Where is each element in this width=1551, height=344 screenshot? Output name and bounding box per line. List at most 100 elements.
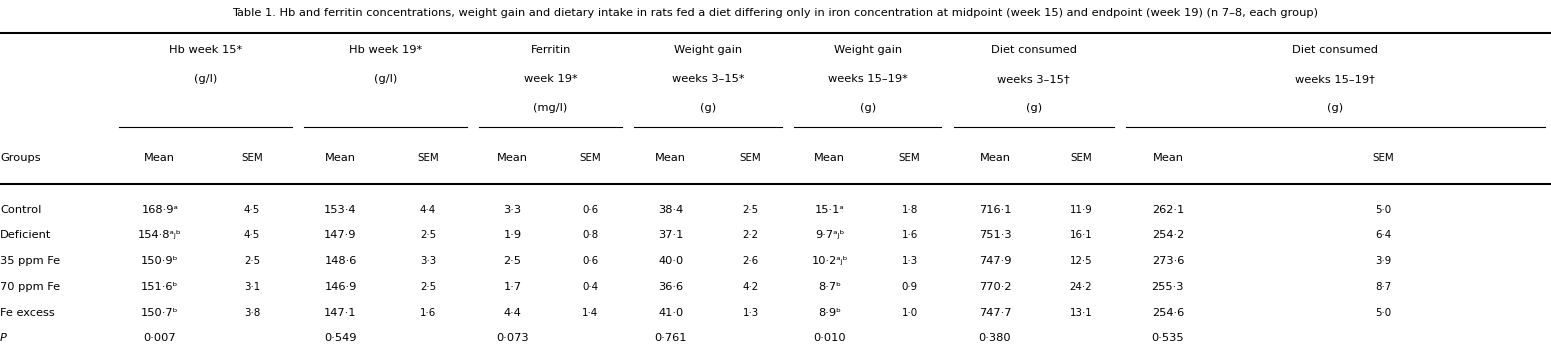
Text: 147·1: 147·1 [324, 308, 357, 318]
Text: SEM: SEM [1070, 153, 1092, 163]
Text: (g/l): (g/l) [194, 74, 217, 84]
Text: 2·6: 2·6 [743, 256, 758, 266]
Text: 2·5: 2·5 [504, 256, 521, 266]
Text: weeks 3–15†: weeks 3–15† [997, 74, 1070, 84]
Text: SEM: SEM [579, 153, 602, 163]
Text: 254·6: 254·6 [1152, 308, 1183, 318]
Text: 0·549: 0·549 [324, 333, 357, 343]
Text: 4·4: 4·4 [420, 205, 436, 215]
Text: 0·007: 0·007 [143, 333, 177, 343]
Text: 150·9ᵇ: 150·9ᵇ [141, 256, 178, 266]
Text: 10·2ᵃⱼᵇ: 10·2ᵃⱼᵇ [811, 256, 848, 266]
Text: (g): (g) [700, 103, 717, 113]
Text: 747·9: 747·9 [979, 256, 1011, 266]
Text: 1·9: 1·9 [504, 230, 521, 240]
Text: 12·5: 12·5 [1070, 256, 1092, 266]
Text: SEM: SEM [898, 153, 921, 163]
Text: Ferritin: Ferritin [530, 45, 571, 55]
Text: Table 1. Hb and ferritin concentrations, weight gain and dietary intake in rats : Table 1. Hb and ferritin concentrations,… [233, 8, 1318, 18]
Text: 41·0: 41·0 [658, 308, 684, 318]
Text: 37·1: 37·1 [658, 230, 684, 240]
Text: 8·9ᵇ: 8·9ᵇ [819, 308, 841, 318]
Text: 0·010: 0·010 [813, 333, 847, 343]
Text: Mean: Mean [326, 153, 355, 163]
Text: weeks 3–15*: weeks 3–15* [672, 74, 744, 84]
Text: 3·9: 3·9 [1376, 256, 1391, 266]
Text: Mean: Mean [814, 153, 845, 163]
Text: (g): (g) [1328, 103, 1343, 113]
Text: 4·5: 4·5 [244, 230, 261, 240]
Text: 1·0: 1·0 [901, 308, 918, 318]
Text: 2·5: 2·5 [420, 230, 436, 240]
Text: 151·6ᵇ: 151·6ᵇ [141, 282, 178, 292]
Text: 2·5: 2·5 [420, 282, 436, 292]
Text: 0·535: 0·535 [1151, 333, 1185, 343]
Text: 36·6: 36·6 [658, 282, 684, 292]
Text: 4·2: 4·2 [743, 282, 758, 292]
Text: 24·2: 24·2 [1070, 282, 1092, 292]
Text: 38·4: 38·4 [658, 205, 684, 215]
Text: 3·8: 3·8 [244, 308, 261, 318]
Text: 716·1: 716·1 [979, 205, 1011, 215]
Text: Weight gain: Weight gain [675, 45, 741, 55]
Text: 0·073: 0·073 [496, 333, 529, 343]
Text: 3·3: 3·3 [420, 256, 436, 266]
Text: 168·9ᵃ: 168·9ᵃ [141, 205, 178, 215]
Text: 148·6: 148·6 [324, 256, 357, 266]
Text: 70 ppm Fe: 70 ppm Fe [0, 282, 60, 292]
Text: 5·0: 5·0 [1376, 308, 1391, 318]
Text: P: P [0, 333, 6, 343]
Text: 40·0: 40·0 [658, 256, 684, 266]
Text: 0·761: 0·761 [655, 333, 687, 343]
Text: Mean: Mean [498, 153, 527, 163]
Text: Hb week 15*: Hb week 15* [169, 45, 242, 55]
Text: Diet consumed: Diet consumed [991, 45, 1076, 55]
Text: 5·0: 5·0 [1376, 205, 1391, 215]
Text: 3·3: 3·3 [504, 205, 521, 215]
Text: 0·8: 0·8 [582, 230, 599, 240]
Text: 1·3: 1·3 [743, 308, 758, 318]
Text: 1·7: 1·7 [504, 282, 521, 292]
Text: 154·8ᵃⱼᵇ: 154·8ᵃⱼᵇ [138, 230, 181, 240]
Text: 262·1: 262·1 [1152, 205, 1183, 215]
Text: 1·6: 1·6 [901, 230, 918, 240]
Text: 0·4: 0·4 [582, 282, 599, 292]
Text: Mean: Mean [980, 153, 1010, 163]
Text: 273·6: 273·6 [1152, 256, 1183, 266]
Text: Mean: Mean [144, 153, 175, 163]
Text: 9·7ᵃⱼᵇ: 9·7ᵃⱼᵇ [816, 230, 844, 240]
Text: 1·6: 1·6 [420, 308, 436, 318]
Text: 15·1ᵃ: 15·1ᵃ [814, 205, 845, 215]
Text: 255·3: 255·3 [1152, 282, 1183, 292]
Text: 0·9: 0·9 [901, 282, 918, 292]
Text: week 19*: week 19* [524, 74, 577, 84]
Text: Mean: Mean [656, 153, 686, 163]
Text: Mean: Mean [1152, 153, 1183, 163]
Text: 2·5: 2·5 [244, 256, 261, 266]
Text: SEM: SEM [240, 153, 264, 163]
Text: 254·2: 254·2 [1152, 230, 1183, 240]
Text: 147·9: 147·9 [324, 230, 357, 240]
Text: Groups: Groups [0, 153, 40, 163]
Text: 8·7: 8·7 [1376, 282, 1391, 292]
Text: 35 ppm Fe: 35 ppm Fe [0, 256, 60, 266]
Text: 150·7ᵇ: 150·7ᵇ [141, 308, 178, 318]
Text: 4·4: 4·4 [504, 308, 521, 318]
Text: 1·4: 1·4 [582, 308, 599, 318]
Text: 4·5: 4·5 [244, 205, 261, 215]
Text: 146·9: 146·9 [324, 282, 357, 292]
Text: 3·1: 3·1 [244, 282, 261, 292]
Text: 13·1: 13·1 [1070, 308, 1092, 318]
Text: Deficient: Deficient [0, 230, 51, 240]
Text: 751·3: 751·3 [979, 230, 1011, 240]
Text: 6·4: 6·4 [1376, 230, 1391, 240]
Text: (g): (g) [1025, 103, 1042, 113]
Text: 770·2: 770·2 [979, 282, 1011, 292]
Text: SEM: SEM [417, 153, 439, 163]
Text: (g): (g) [859, 103, 876, 113]
Text: 2·2: 2·2 [743, 230, 758, 240]
Text: 1·3: 1·3 [901, 256, 918, 266]
Text: 2·5: 2·5 [743, 205, 758, 215]
Text: weeks 15–19†: weeks 15–19† [1295, 74, 1376, 84]
Text: Control: Control [0, 205, 42, 215]
